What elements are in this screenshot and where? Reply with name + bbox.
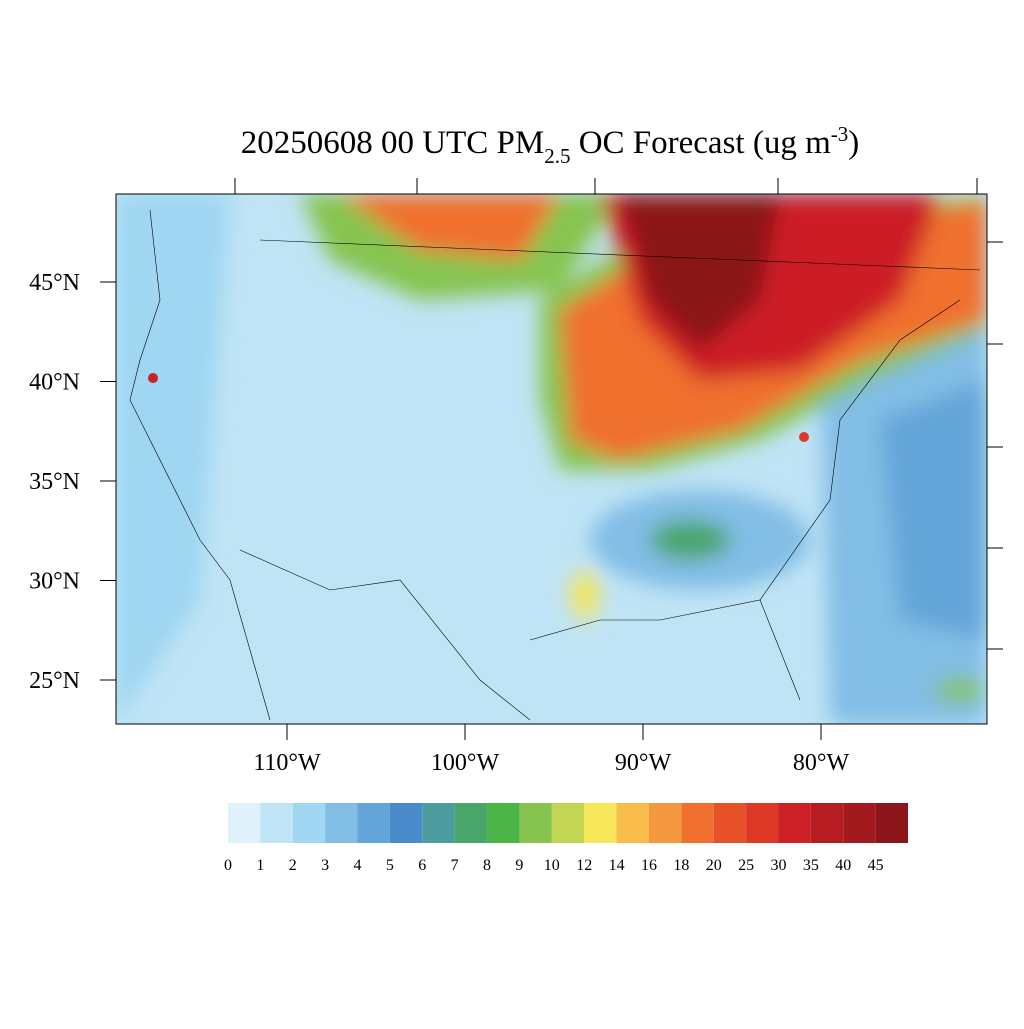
level-label: 10 xyxy=(544,857,560,874)
color-box xyxy=(357,803,390,843)
level-label: 7 xyxy=(451,857,459,874)
level-label: 40 xyxy=(835,857,851,874)
level-label: 8 xyxy=(483,857,491,874)
lat-label: 45°N xyxy=(29,270,80,296)
level-label: 1 xyxy=(256,857,264,874)
level-label: 30 xyxy=(770,857,786,874)
lon-label: 110°W xyxy=(253,750,321,776)
level-label: 45 xyxy=(868,857,884,874)
color-box xyxy=(713,803,747,843)
title: 20250608 00 UTC PM2.5 OC Forecast (ug m-… xyxy=(241,122,860,168)
color-box xyxy=(292,803,326,843)
level-label: 6 xyxy=(418,857,426,874)
color-box xyxy=(260,803,293,843)
lon-label: 90°W xyxy=(615,750,672,776)
lon-label: 100°W xyxy=(431,750,500,776)
map-field xyxy=(116,194,987,724)
level-label: 9 xyxy=(515,857,523,874)
color-box xyxy=(616,803,649,843)
color-box xyxy=(648,803,682,843)
color-box xyxy=(454,803,488,843)
color-box xyxy=(228,803,261,843)
color-box xyxy=(422,803,455,843)
lat-label: 30°N xyxy=(29,569,80,595)
lat-label: 25°N xyxy=(29,668,80,694)
color-box xyxy=(487,803,520,843)
lat-label: 35°N xyxy=(29,469,80,495)
map-frame xyxy=(115,193,988,725)
color-box xyxy=(746,803,779,843)
color-box xyxy=(584,803,617,843)
level-label: 35 xyxy=(803,857,819,874)
level-label: 20 xyxy=(706,857,722,874)
level-label: 5 xyxy=(386,857,394,874)
color-box xyxy=(551,803,585,843)
color-box xyxy=(810,803,844,843)
lon-label: 80°W xyxy=(793,750,850,776)
level-label: 0 xyxy=(224,857,232,874)
color-box xyxy=(681,803,714,843)
level-label: 3 xyxy=(321,857,329,874)
color-box xyxy=(875,803,908,843)
level-label: 18 xyxy=(673,857,689,874)
level-label: 12 xyxy=(576,857,592,874)
color-box xyxy=(389,803,423,843)
color-box xyxy=(778,803,811,843)
level-label: 25 xyxy=(738,857,754,874)
level-label: 14 xyxy=(609,857,625,874)
colorbar: 0 1 2 3 4 5 6 7 8 9 10 12 14 16 18 20 25 30 35 40 45 xyxy=(224,803,908,874)
frame-ticks xyxy=(234,178,1003,650)
level-label: 2 xyxy=(289,857,297,874)
color-box xyxy=(843,803,876,843)
level-label: 16 xyxy=(641,857,657,874)
axes: 45°N 40°N 35°N 30°N 25°N 110°W 100°W 90°W 80°W xyxy=(29,270,849,776)
color-box xyxy=(325,803,358,843)
lat-label: 40°N xyxy=(29,370,80,396)
color-box xyxy=(519,803,552,843)
level-label: 4 xyxy=(354,857,362,874)
